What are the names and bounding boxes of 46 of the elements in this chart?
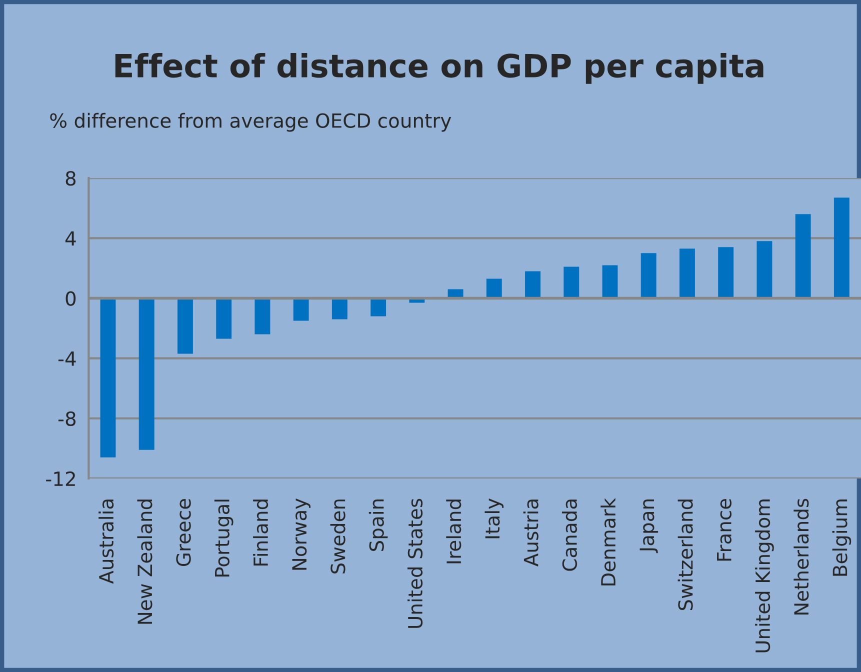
- bar: [293, 298, 309, 321]
- x-tick-label: Netherlands: [794, 498, 809, 615]
- bar: [178, 298, 193, 354]
- x-tick-label: United Kingdom: [755, 500, 774, 652]
- x-tick-label: Ireland: [446, 500, 462, 564]
- x-tick-label: Spain: [368, 500, 388, 551]
- x-tick-label: Belgium: [832, 500, 852, 576]
- bar: [680, 248, 695, 298]
- y-tick-label: 0: [66, 291, 76, 306]
- bar: [138, 298, 154, 450]
- bar: [370, 298, 386, 316]
- x-tick-label: Austria: [523, 500, 538, 566]
- y-tick-label: 8: [66, 171, 76, 186]
- bar: [795, 214, 811, 298]
- x-tick-label: Australia: [98, 500, 114, 584]
- x-tick-label: France: [717, 498, 732, 561]
- x-tick-label: Switzerland: [678, 500, 693, 610]
- y-tick-label: -8: [58, 411, 76, 426]
- x-tick-label: Denmark: [600, 498, 616, 586]
- x-tick-label: Finland: [253, 500, 268, 566]
- x-tick-label: Japan: [640, 500, 658, 554]
- y-tick-label: -12: [46, 471, 75, 486]
- x-tick-label: Italy: [484, 498, 504, 538]
- chart-subtitle: % difference from average OECD country: [50, 112, 452, 132]
- x-tick-label: Portugal: [214, 500, 234, 577]
- x-tick-label: Canada: [562, 500, 578, 571]
- x-tick-label: United States: [408, 498, 423, 628]
- bar: [332, 298, 348, 320]
- bar: [100, 298, 116, 458]
- bar: [602, 265, 618, 298]
- x-tick-label: Norway: [292, 498, 310, 570]
- bar: [564, 266, 580, 298]
- x-tick-label: Greece: [176, 498, 191, 566]
- bar: [216, 298, 232, 339]
- bar: [640, 253, 656, 298]
- bar: [756, 241, 772, 298]
- chart-title: Effect of distance on GDP per capita: [115, 53, 764, 84]
- y-tick-label: -4: [58, 352, 76, 366]
- x-tick-label: New Zealand: [137, 500, 152, 624]
- x-tick-label: Sweden: [330, 500, 346, 574]
- bar: [486, 278, 502, 298]
- y-tick-label: 4: [65, 231, 76, 246]
- bar: [718, 247, 734, 298]
- bar: [834, 198, 850, 298]
- bar: [254, 298, 270, 334]
- bar: [525, 271, 540, 298]
